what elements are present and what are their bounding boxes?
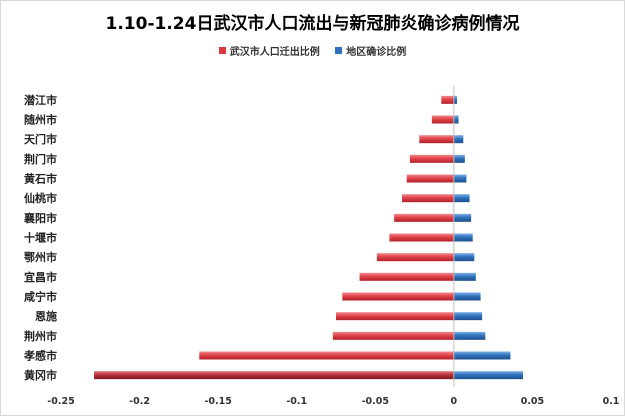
bar-outflow-2 [419,135,454,144]
category-label-3: 荆门市 [24,152,57,166]
category-label-13: 孝感市 [23,349,57,363]
x-tick-label-6: 0.05 [521,396,544,407]
category-label-11: 恩施 [35,309,57,323]
category-label-4: 黄石市 [24,172,57,186]
bar-outflow-6 [394,213,454,222]
bar-outflow-3 [409,154,454,163]
category-label-9: 宜昌市 [24,270,57,284]
bar-confirmed-3 [453,154,465,163]
category-label-12: 荆州市 [24,329,57,343]
bar-outflow-10 [342,292,454,301]
category-label-14: 黄冈市 [24,368,57,382]
bar-outflow-12 [332,331,454,340]
x-tick-label-7: 0.1 [603,396,620,407]
legend-swatch-confirmed [335,47,343,54]
bar-outflow-7 [389,233,454,242]
bar-outflow-0 [441,95,454,104]
bar-confirmed-11 [453,312,483,321]
legend-label-outflow: 武汉市人口迁出比例 [229,47,320,58]
legend-swatch-outflow [218,47,226,54]
legend-item-confirmed: 地区确诊比例 [335,43,406,58]
category-label-6: 襄阳市 [23,211,57,225]
bar-confirmed-14 [453,371,523,380]
bar-confirmed-12 [453,331,486,340]
category-label-7: 十堰市 [24,231,57,245]
bar-confirmed-7 [453,233,473,242]
bar-outflow-9 [359,272,454,281]
bar-confirmed-6 [453,213,472,222]
bar-confirmed-13 [453,351,511,360]
chart-title: 1.10-1.24日武汉市人口流出与新冠肺炎确诊病例情况 [105,14,520,34]
x-tick-label-5: 0 [451,396,458,407]
bar-confirmed-10 [453,292,481,301]
legend-label-confirmed: 地区确诊比例 [346,47,407,58]
bar-outflow-14 [94,371,454,380]
bar-outflow-8 [376,253,454,262]
category-label-5: 仙桃市 [24,191,57,205]
bar-confirmed-8 [453,253,475,262]
bar-confirmed-4 [453,174,467,183]
category-label-10: 咸宁市 [24,290,57,304]
bar-confirmed-9 [453,272,476,281]
bar-confirmed-0 [453,95,457,104]
bar-confirmed-2 [453,135,464,144]
bar-confirmed-1 [453,115,459,124]
legend: 武汉市人口迁出比例 地区确诊比例 [1,43,624,58]
x-tick-label-1: -0.2 [129,396,150,407]
category-label-8: 鄂州市 [24,250,57,264]
bar-outflow-4 [406,174,454,183]
bar-outflow-1 [431,115,454,124]
bar-outflow-5 [402,194,454,203]
category-label-0: 潜江市 [24,93,57,107]
category-label-2: 天门市 [24,132,57,146]
legend-item-outflow: 武汉市人口迁出比例 [218,43,320,58]
x-tick-label-3: -0.1 [286,396,307,407]
category-label-1: 随州市 [24,113,57,127]
bar-confirmed-5 [453,194,470,203]
bar-outflow-13 [199,351,454,360]
x-tick-label-0: -0.25 [47,396,74,407]
x-tick-label-2: -0.15 [204,396,231,407]
x-tick-label-4: -0.05 [362,396,389,407]
bar-outflow-11 [336,312,454,321]
